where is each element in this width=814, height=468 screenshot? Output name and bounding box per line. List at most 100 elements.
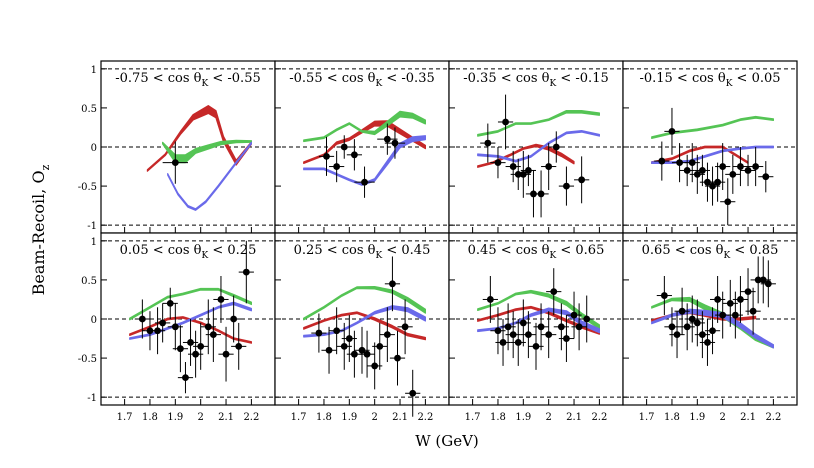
data-marker [729, 170, 737, 178]
data-point [377, 123, 398, 155]
x-tick-label: 1.8 [142, 412, 158, 423]
data-marker [660, 292, 668, 299]
x-tick-label: 1.7 [639, 412, 655, 423]
data-point [218, 326, 234, 382]
data-point [533, 303, 549, 351]
data-marker [570, 311, 578, 319]
data-point [213, 276, 229, 323]
data-point [318, 136, 335, 176]
data-marker [325, 346, 333, 354]
data-point [162, 287, 178, 319]
data-point [546, 268, 562, 316]
data-point [336, 322, 352, 370]
data-marker [333, 327, 341, 335]
data-marker [230, 315, 238, 323]
data-marker [575, 323, 583, 331]
y-axis-title-subscript: z [39, 164, 52, 170]
data-marker [563, 182, 570, 190]
data-marker [714, 178, 722, 186]
data-marker [389, 280, 396, 288]
y-tick-label: -1 [87, 393, 97, 404]
x-tick-label: 2.2 [591, 412, 607, 423]
data-marker [519, 319, 527, 327]
panel-title-range: < -0.35 [382, 71, 435, 86]
x-tick-label: 2 [371, 412, 377, 423]
panel-title-subscript: K [726, 79, 733, 89]
data-marker [719, 163, 727, 170]
data-marker [704, 339, 711, 346]
x-tick-label: 1.7 [117, 412, 133, 423]
data-marker [350, 151, 358, 159]
data-marker [371, 362, 379, 370]
data-marker [217, 296, 225, 303]
panel-title-range: < 0.25 [208, 243, 256, 258]
data-marker [557, 323, 565, 331]
data-marker [759, 276, 767, 284]
data-point [188, 330, 204, 378]
data-marker [323, 152, 330, 160]
data-point [558, 166, 575, 206]
x-tick-label: 2.1 [218, 412, 234, 423]
data-marker [350, 350, 358, 358]
panel-title-main: -0.75 < cos θ [115, 71, 201, 86]
panel-title: -0.75 < cos θK < -0.55 [115, 71, 260, 89]
data-point [311, 313, 327, 353]
data-marker [752, 163, 760, 170]
data-point [684, 143, 700, 183]
data-point [760, 260, 776, 308]
panels-layer: -0.75 < cos θK < -0.55-1-0.500.51-0.55 <… [78, 60, 798, 423]
panel-1: -0.75 < cos θK < -0.55 -1 -0.5 0 0.5 1 [78, 60, 276, 234]
data-point [732, 276, 749, 323]
data-marker [737, 296, 744, 303]
y-tick-label: -0.5 [78, 182, 97, 193]
data-point [732, 147, 749, 187]
data-point [497, 94, 514, 150]
panel-title: 0.05 < cos θK < 0.25 [120, 243, 257, 261]
data-marker [704, 178, 711, 186]
data-marker [204, 323, 212, 331]
data-point [134, 299, 150, 339]
model-band-green [129, 287, 252, 321]
data-point [480, 123, 496, 163]
data-point [346, 139, 362, 171]
y-tick-label: 0.5 [81, 104, 97, 115]
x-tick-label: 1.8 [664, 412, 680, 423]
data-point [748, 147, 764, 187]
data-marker [394, 354, 401, 362]
data-marker [749, 307, 757, 315]
data-marker [658, 157, 666, 165]
data-point [740, 154, 756, 187]
data-point [482, 276, 498, 323]
data-point [533, 170, 549, 218]
y-tick-label: 1 [91, 237, 97, 248]
data-marker [764, 280, 772, 288]
panel-title-range: < -0.15 [556, 71, 609, 86]
panel-title-subscript: K [376, 251, 383, 261]
y-tick-label: 0.5 [81, 276, 97, 287]
data-marker [762, 173, 770, 181]
data-point [740, 268, 756, 316]
panel-title-main: -0.15 < cos θ [639, 71, 725, 86]
data-marker [524, 167, 532, 174]
data-marker [138, 315, 146, 323]
data-marker [552, 143, 560, 151]
data-point [505, 150, 521, 183]
model-band-green [303, 286, 426, 321]
panel-title-main: 0.45 < cos θ [468, 243, 550, 258]
data-marker [709, 327, 716, 335]
data-marker [678, 307, 686, 315]
x-tick-label: 2 [197, 412, 203, 423]
data-marker [182, 374, 189, 382]
model-band-green [651, 115, 774, 139]
data-marker [509, 163, 517, 170]
data-marker [358, 346, 366, 354]
data-point [715, 143, 731, 190]
data-point [656, 276, 672, 316]
data-marker [676, 159, 683, 167]
y-tick-label: 1 [91, 65, 97, 76]
panel-title-main: -0.35 < cos θ [463, 71, 549, 86]
data-marker [514, 339, 522, 346]
model-band-blue [651, 308, 774, 349]
data-point [715, 291, 731, 339]
data-marker [333, 163, 341, 170]
